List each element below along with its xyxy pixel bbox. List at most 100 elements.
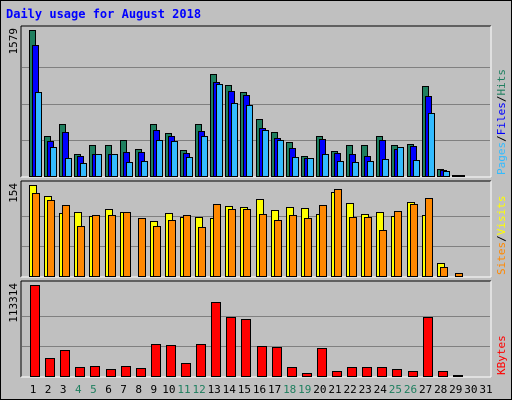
x-tick-label: 27: [419, 383, 432, 396]
bar-pages: [397, 147, 404, 177]
bar-kbytes: [453, 375, 463, 377]
bar-pages: [443, 171, 450, 177]
bar-kbytes: [30, 285, 40, 377]
panel-background: [21, 281, 491, 377]
y-axis-max-label: 1579: [7, 28, 20, 55]
bar-pages: [141, 161, 148, 177]
x-tick-label: 3: [60, 383, 67, 396]
y-axis-max-label: 113314: [7, 283, 20, 323]
x-tick-label: 9: [150, 383, 157, 396]
bar-sites: [440, 267, 448, 277]
bar-pages: [95, 154, 102, 177]
x-tick-label: 13: [208, 383, 221, 396]
y-axis-series-label: Pages/Files/Hits: [495, 69, 508, 175]
bar-kbytes: [166, 345, 176, 377]
bar-kbytes: [362, 367, 372, 377]
bar-pages: [322, 154, 329, 177]
y-axis-label-part: Files: [495, 102, 508, 135]
bar-pages: [307, 158, 314, 177]
bar-kbytes: [241, 319, 251, 377]
bar-sites: [198, 227, 206, 277]
bar-pages: [186, 157, 193, 177]
bar-pages: [458, 175, 465, 177]
bar-pages: [156, 140, 163, 177]
x-tick-label: 8: [135, 383, 142, 396]
bar-pages: [111, 154, 118, 177]
x-tick-label: 2: [45, 383, 52, 396]
bar-pages: [231, 103, 238, 177]
y-axis-label-part: Hits: [495, 69, 508, 96]
bar-sites: [153, 226, 161, 277]
x-tick-label: 31: [479, 383, 492, 396]
bar-kbytes: [317, 348, 327, 377]
bar-sites: [47, 200, 55, 277]
x-tick-label: 16: [253, 383, 266, 396]
bar-kbytes: [211, 302, 221, 377]
x-tick-label: 14: [223, 383, 237, 396]
x-tick-label: 5: [90, 383, 97, 396]
bar-sites: [274, 220, 282, 277]
x-tick-label: 26: [404, 383, 417, 396]
bar-sites: [62, 205, 70, 277]
bar-sites: [183, 215, 191, 277]
bar-kbytes: [347, 367, 357, 377]
y-axis-label-part: Visits: [495, 196, 508, 236]
x-tick-label: 15: [238, 383, 251, 396]
y-axis-label-part: /: [495, 135, 508, 142]
bar-sites: [243, 209, 251, 277]
x-tick-label: 18: [283, 383, 296, 396]
bar-pages: [262, 130, 269, 177]
x-tick-label: 24: [374, 383, 388, 396]
bar-sites: [168, 220, 176, 277]
bar-kbytes: [302, 373, 312, 377]
bar-pages: [171, 141, 178, 177]
bar-sites: [455, 273, 463, 277]
bar-sites: [228, 209, 236, 277]
bar-sites: [123, 212, 131, 277]
bar-sites: [108, 215, 116, 277]
x-tick-label: 1: [30, 383, 37, 396]
y-axis-label-part: /: [495, 96, 508, 103]
x-tick-label: 20: [313, 383, 326, 396]
bar-pages: [126, 162, 133, 177]
bar-pages: [428, 113, 435, 177]
bar-kbytes: [106, 369, 116, 377]
x-tick-label: 22: [343, 383, 356, 396]
x-tick-label: 29: [449, 383, 462, 396]
bar-sites: [319, 205, 327, 277]
x-tick-label: 23: [359, 383, 372, 396]
bar-kbytes: [287, 367, 297, 377]
bar-pages: [337, 161, 344, 177]
x-tick-label: 6: [105, 383, 112, 396]
y-axis-label-part: /: [495, 235, 508, 242]
y-axis-series-label: KBytes: [495, 335, 508, 375]
bar-pages: [50, 147, 57, 177]
bar-kbytes: [423, 317, 433, 377]
bar-pages: [35, 92, 42, 177]
x-tick-label: 30: [464, 383, 477, 396]
y-axis-series-label: Sites/Visits: [495, 196, 508, 276]
bar-pages: [80, 163, 87, 177]
bar-sites: [410, 204, 418, 277]
bar-kbytes: [181, 363, 191, 377]
bar-kbytes: [257, 346, 267, 377]
kbytes-panel: 113314 KBytes: [7, 280, 508, 378]
bar-sites: [259, 214, 267, 277]
bar-pages: [65, 158, 72, 177]
bar-kbytes: [226, 317, 236, 377]
bar-kbytes: [60, 350, 70, 377]
bar-sites: [77, 226, 85, 277]
bar-sites: [289, 215, 297, 277]
bar-kbytes: [75, 367, 85, 377]
x-tick-label: 28: [434, 383, 447, 396]
bar-pages: [216, 84, 223, 177]
y-axis-label-part: Pages: [495, 142, 508, 175]
bar-sites: [92, 215, 100, 277]
bar-kbytes: [136, 368, 146, 377]
x-tick-label: 12: [192, 383, 205, 396]
bar-pages: [246, 105, 253, 177]
bar-sites: [334, 189, 342, 277]
bar-sites: [349, 217, 357, 277]
